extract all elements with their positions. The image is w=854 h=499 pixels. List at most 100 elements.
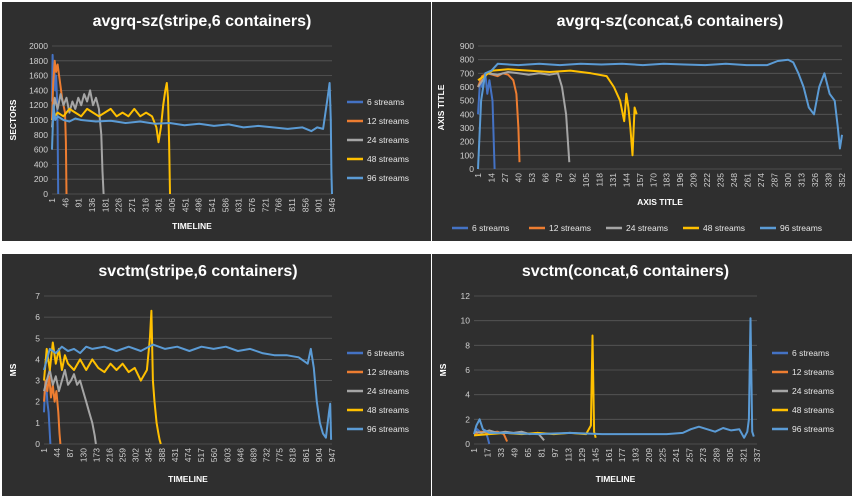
x-tick-label: 49 (509, 448, 519, 458)
x-tick-label: 316 (140, 198, 150, 212)
legend-label: 24 streams (367, 135, 409, 145)
x-tick-label: 676 (247, 198, 257, 212)
x-tick-label: 631 (234, 198, 244, 212)
x-tick-label: 496 (194, 198, 204, 212)
x-tick-label: 451 (180, 198, 190, 212)
y-tick-label: 600 (34, 145, 48, 155)
x-tick-label: 40 (513, 173, 523, 183)
x-tick-label: 261 (743, 173, 753, 187)
y-tick-label: 5 (35, 333, 40, 343)
legend-label: 12 streams (549, 223, 591, 233)
series-line-96-streams (477, 58, 843, 170)
x-tick-label: 603 (222, 448, 232, 462)
x-tick-label: 721 (260, 198, 270, 212)
x-tick-label: 92 (567, 173, 577, 183)
x-tick-label: 861 (301, 448, 311, 462)
y-tick-label: 300 (460, 123, 474, 133)
legend-label: 96 streams (367, 424, 409, 434)
legend-label: 24 streams (367, 386, 409, 396)
y-tick-label: 800 (460, 55, 474, 65)
series-line-96-streams (473, 317, 755, 439)
x-tick-label: 259 (118, 448, 128, 462)
x-tick-label: 248 (729, 173, 739, 187)
x-tick-label: 157 (635, 173, 645, 187)
x-tick-label: 225 (658, 448, 668, 462)
legend-label: 48 streams (367, 405, 409, 415)
x-tick-label: 775 (275, 448, 285, 462)
y-tick-label: 0 (43, 189, 48, 199)
legend-label: 48 streams (792, 405, 834, 415)
x-tick-label: 145 (590, 448, 600, 462)
x-tick-label: 406 (167, 198, 177, 212)
x-tick-label: 274 (756, 173, 766, 187)
x-tick-label: 1 (469, 448, 479, 453)
series-line-24-streams (43, 369, 97, 445)
y-tick-label: 6 (465, 365, 470, 375)
x-tick-label: 300 (783, 173, 793, 187)
series-line-12-streams (51, 59, 68, 195)
x-tick-label: 689 (248, 448, 258, 462)
x-tick-label: 235 (716, 173, 726, 187)
y-tick-label: 500 (460, 96, 474, 106)
y-tick-label: 1600 (29, 71, 48, 81)
chart-panel-avgrq-stripe: avgrq-sz(stripe,6 containers) 0 200 400 600 8… (2, 2, 431, 241)
y-tick-label: 600 (460, 82, 474, 92)
x-tick-label: 181 (100, 198, 110, 212)
y-axis-label: SECTORS (8, 99, 18, 140)
series-line-96-streams (43, 343, 333, 440)
x-tick-label: 337 (752, 448, 762, 462)
x-tick-label: 904 (314, 448, 324, 462)
y-tick-label: 1800 (29, 56, 48, 66)
y-tick-label: 200 (460, 137, 474, 147)
y-tick-label: 0 (469, 164, 474, 174)
y-tick-label: 2 (35, 397, 40, 407)
legend-label: 12 streams (367, 116, 409, 126)
series-line-24-streams (477, 71, 571, 163)
y-tick-label: 7 (35, 291, 40, 301)
chart-panel-svctm-concat: svctm(concat,6 containers) 0 2 4 6 8 10 12 1 17 33… (432, 254, 852, 496)
chart-svctm-concat: svctm(concat,6 containers) 0 2 4 6 8 10 12 1 17 33… (438, 263, 834, 484)
x-tick-label: 271 (127, 198, 137, 212)
legend-label: 96 streams (780, 223, 822, 233)
x-tick-label: 305 (725, 448, 735, 462)
x-tick-label: 118 (594, 173, 604, 187)
x-tick-label: 352 (837, 173, 847, 187)
x-tick-label: 431 (170, 448, 180, 462)
x-tick-label: 193 (631, 448, 641, 462)
series-line-96-streams (51, 82, 333, 195)
x-tick-label: 345 (144, 448, 154, 462)
legend-label: 12 streams (367, 367, 409, 377)
chart-title: svctm(concat,6 containers) (522, 263, 729, 280)
y-tick-label: 1 (35, 418, 40, 428)
x-tick-label: 170 (648, 173, 658, 187)
y-tick-label: 0 (35, 439, 40, 449)
legend-label: 6 streams (367, 97, 404, 107)
y-tick-label: 100 (460, 150, 474, 160)
x-tick-label: 79 (554, 173, 564, 183)
x-tick-label: 766 (274, 198, 284, 212)
x-axis-label: AXIS TITLE (637, 197, 683, 207)
y-tick-label: 700 (460, 68, 474, 78)
x-tick-label: 257 (685, 448, 695, 462)
x-tick-label: 287 (770, 173, 780, 187)
x-tick-label: 27 (500, 173, 510, 183)
chart-avgrq-stripe: avgrq-sz(stripe,6 containers) 0 200 400 600 8… (8, 13, 409, 231)
y-tick-label: 400 (34, 159, 48, 169)
x-tick-label: 196 (675, 173, 685, 187)
x-tick-label: 818 (288, 448, 298, 462)
legend-label: 6 streams (792, 348, 829, 358)
x-tick-label: 105 (581, 173, 591, 187)
x-tick-label: 216 (104, 448, 114, 462)
legend-label: 24 streams (626, 223, 668, 233)
x-tick-label: 46 (60, 198, 70, 208)
x-tick-label: 339 (824, 173, 834, 187)
x-tick-label: 177 (617, 448, 627, 462)
x-tick-label: 53 (527, 173, 537, 183)
chart-panel-svctm-stripe: svctm(stripe,6 containers) 0 1 2 3 4 5 6 7 1 44 87 1… (2, 254, 431, 496)
y-tick-label: 2000 (29, 41, 48, 51)
x-tick-label: 209 (689, 173, 699, 187)
legend-label: 48 streams (367, 154, 409, 164)
x-tick-label: 14 (486, 173, 496, 183)
x-tick-label: 1 (47, 198, 57, 203)
series-line-48-streams (43, 309, 162, 445)
